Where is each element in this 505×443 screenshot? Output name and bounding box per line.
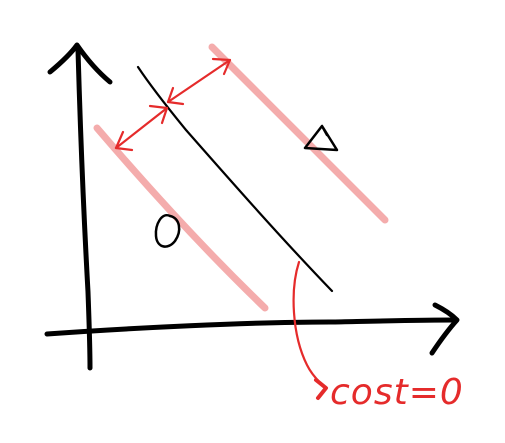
margin-distance-arrow-right [166, 58, 232, 104]
upper-margin-line [208, 43, 389, 224]
x-axis-line [44, 317, 459, 337]
x-axis-arrowhead [429, 302, 460, 356]
right-arrowhead-icon-2 [211, 57, 232, 76]
cost-label: cost=0 [330, 372, 464, 413]
y-axis-line [75, 47, 93, 371]
triangle-marker-icon [303, 124, 339, 152]
left-arrowhead-icon-2 [148, 104, 169, 125]
decision-boundary-line [136, 65, 334, 293]
left-arrowhead-icon [114, 130, 134, 152]
right-arrowhead-icon [166, 86, 185, 106]
lower-margin-line [93, 124, 269, 312]
circle-marker-icon [154, 213, 181, 248]
margin-distance-arrow-left [114, 106, 169, 150]
y-axis-arrowhead [47, 42, 113, 85]
arrowhead-icon [314, 378, 328, 400]
